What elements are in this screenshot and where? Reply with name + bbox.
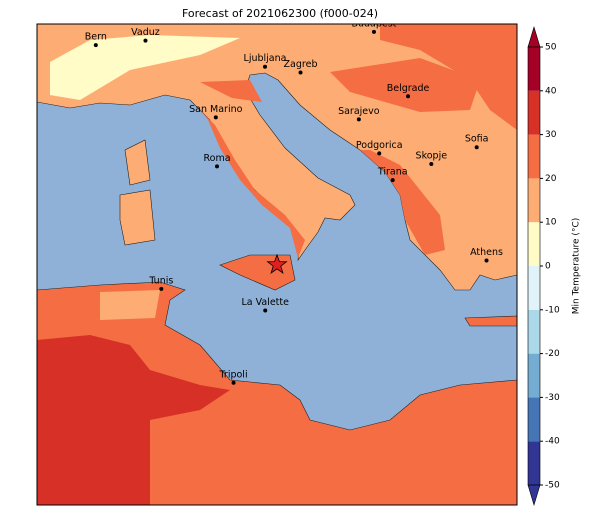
- city-dot: [429, 162, 434, 167]
- city-dot: [231, 380, 236, 385]
- colorbar-label: Min Temperature (°C): [572, 218, 582, 315]
- city-label: Tripoli: [219, 369, 248, 380]
- land-sardinia: [119, 189, 156, 246]
- city-dot: [215, 164, 219, 169]
- colorbar-tick-label: 10: [545, 218, 557, 228]
- colorbar-bin: [528, 134, 540, 179]
- title: Forecast of 2021062300 (f000-024): [182, 7, 378, 20]
- city-label: Tirana: [377, 167, 408, 178]
- city-dot: [143, 38, 148, 43]
- city-dot: [263, 308, 268, 313]
- city-dot: [406, 94, 411, 99]
- colorbar-bin: [528, 441, 540, 485]
- mild-region: [100, 290, 160, 320]
- star-marker: [266, 253, 288, 274]
- colorbar-tick-label: -50: [545, 481, 560, 491]
- colorbar-tick-label: -20: [545, 349, 560, 359]
- city-label: Podgorica: [356, 140, 403, 151]
- colorbar-tick-label: 30: [545, 130, 557, 140]
- colorbar-bin: [528, 309, 540, 354]
- land-corsica: [124, 139, 151, 186]
- city-label: Ljubljana: [244, 53, 287, 64]
- colorbar-tick-label: 20: [545, 174, 557, 184]
- colorbar-bin: [528, 353, 540, 398]
- city-dot: [371, 29, 376, 34]
- colorbar-bin: [528, 178, 540, 223]
- city-label: Athens: [470, 247, 503, 258]
- cool-region: [50, 35, 240, 100]
- city-label: Bern: [85, 32, 107, 43]
- colorbar-extend-bottom: [527, 484, 541, 507]
- colorbar: -50 -40 -30 -20 -10 0 10 20 30 40 50: [527, 25, 560, 507]
- colorbar-tick-label: -30: [545, 393, 560, 403]
- city-label: Skopje: [416, 151, 448, 162]
- city-label: San Marino: [189, 104, 242, 115]
- city-dot: [159, 286, 164, 291]
- map-frame: [36, 23, 518, 506]
- city-label: Vaduz: [131, 27, 160, 38]
- hot-region: [37, 335, 230, 505]
- colorbar-tick-label: 50: [545, 43, 557, 53]
- city-dot: [484, 258, 489, 263]
- colorbar-tick-label: -10: [545, 305, 560, 315]
- warm-region: [380, 24, 517, 130]
- city-dot: [377, 151, 382, 156]
- city-dot: [298, 70, 303, 75]
- warm-region: [330, 58, 480, 112]
- city-dot: [390, 178, 395, 183]
- colorbar-tick-label: 40: [545, 86, 557, 96]
- city-label: Zagreb: [284, 59, 318, 70]
- city-dot: [474, 145, 479, 150]
- city-dot: [263, 64, 267, 69]
- colorbar-bin: [528, 397, 540, 442]
- city-label: Budapest: [351, 18, 396, 29]
- colorbar-tick-label: 0: [545, 262, 551, 272]
- colorbar-bin: [528, 222, 540, 266]
- land-crete: [464, 315, 517, 327]
- colorbar-bin: [528, 90, 540, 135]
- colorbar-extend-top: [527, 25, 541, 48]
- colorbar-tick-label: -40: [545, 437, 560, 447]
- city-label: Sarajevo: [338, 106, 380, 117]
- city-dot: [213, 115, 218, 120]
- warm-region: [200, 110, 305, 258]
- city-label: Tunis: [148, 275, 173, 286]
- colorbar-bin: [528, 47, 540, 91]
- city-label: La Valette: [241, 297, 289, 308]
- warm-region: [200, 80, 262, 102]
- city-label: Roma: [203, 153, 230, 164]
- city-dot: [356, 117, 361, 122]
- colorbar-bin: [528, 266, 540, 310]
- city-dot: [93, 43, 98, 48]
- warm-region: [360, 150, 445, 255]
- city-label: Sofia: [465, 134, 489, 145]
- city-label: Belgrade: [387, 83, 430, 94]
- land-africa: [37, 281, 517, 505]
